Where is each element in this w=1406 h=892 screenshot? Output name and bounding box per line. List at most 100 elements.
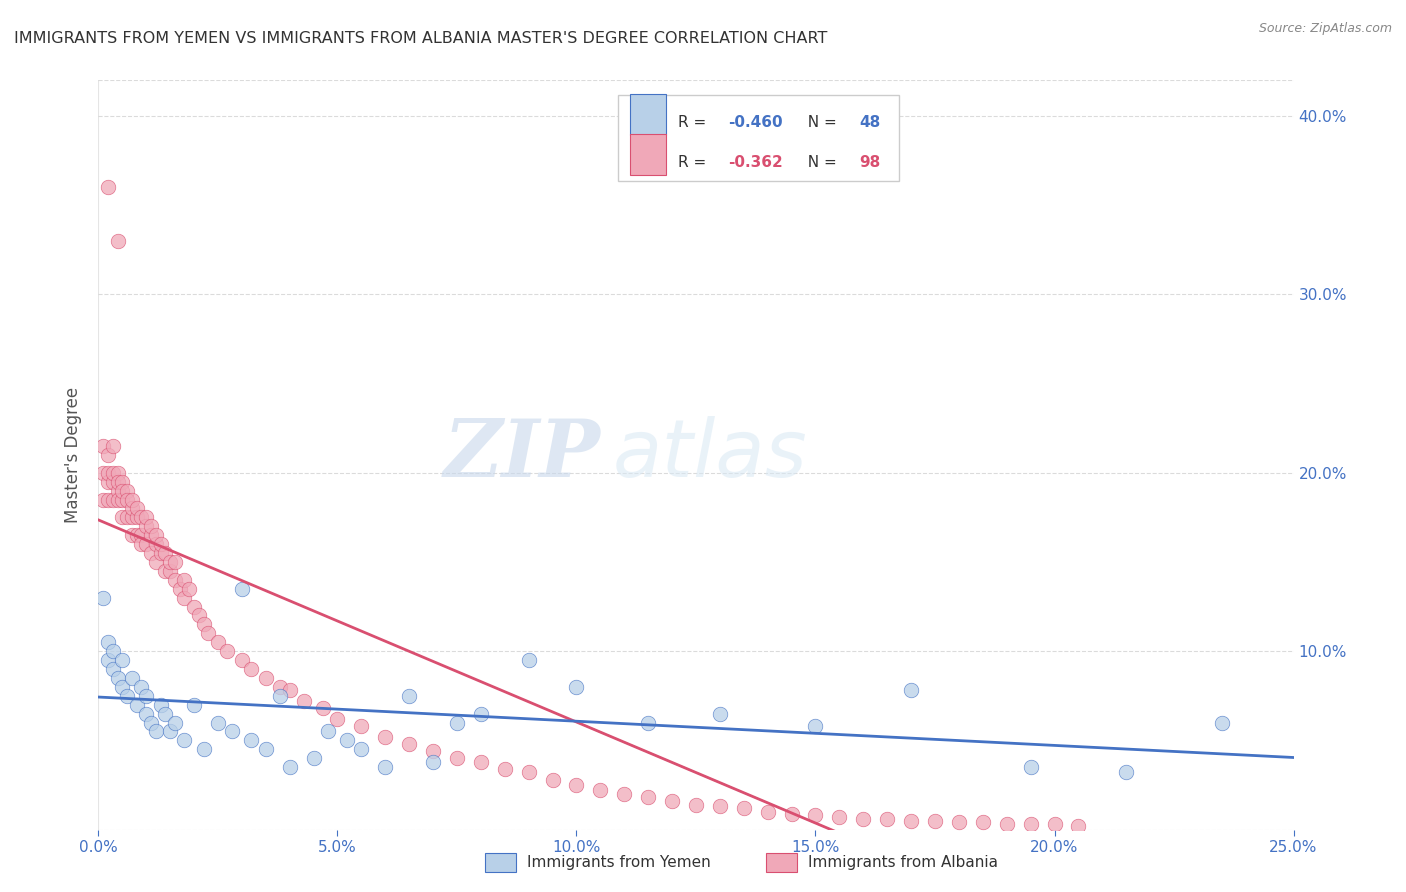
Point [135, 706, 157, 721]
Point [97, 475, 120, 489]
Point [159, 555, 181, 569]
Text: -0.362: -0.362 [728, 155, 783, 170]
Point [107, 492, 129, 507]
Point [155, 546, 177, 560]
Point [187, 608, 209, 623]
Point [1115, 765, 1137, 780]
Point [135, 689, 157, 703]
Point [91, 439, 114, 453]
Point [159, 564, 181, 578]
Point [163, 573, 186, 587]
Point [565, 680, 588, 694]
Point [145, 724, 167, 739]
Text: IMMIGRANTS FROM YEMEN VS IMMIGRANTS FROM ALBANIA MASTER'S DEGREE CORRELATION CHA: IMMIGRANTS FROM YEMEN VS IMMIGRANTS FROM… [14, 31, 828, 46]
Point [972, 815, 994, 830]
Point [254, 671, 277, 685]
Point [193, 742, 215, 756]
Y-axis label: Master's Degree: Master's Degree [65, 387, 83, 523]
Point [1043, 817, 1066, 831]
Point [876, 812, 898, 826]
Point [685, 797, 707, 812]
Point [197, 626, 219, 640]
Point [101, 492, 124, 507]
Point [97, 180, 120, 194]
Point [240, 733, 263, 747]
Point [661, 794, 683, 808]
Point [422, 744, 444, 758]
Point [101, 466, 124, 480]
Point [422, 755, 444, 769]
Point [589, 783, 612, 797]
Text: Immigrants from Albania: Immigrants from Albania [808, 855, 998, 870]
Text: 98: 98 [859, 155, 882, 170]
Text: R =: R = [678, 155, 711, 170]
Point [179, 582, 201, 596]
Point [336, 733, 359, 747]
Point [240, 662, 263, 676]
Point [101, 662, 124, 676]
Point [121, 492, 143, 507]
Point [101, 475, 124, 489]
Point [1211, 715, 1233, 730]
FancyBboxPatch shape [630, 134, 666, 175]
Point [145, 528, 167, 542]
Text: Source: ZipAtlas.com: Source: ZipAtlas.com [1258, 22, 1392, 36]
Point [135, 537, 157, 551]
Point [312, 701, 335, 715]
Text: ZIP: ZIP [443, 417, 600, 493]
Point [193, 617, 215, 632]
Point [541, 772, 564, 787]
Point [115, 483, 138, 498]
Point [121, 501, 143, 516]
Point [91, 466, 114, 480]
Point [145, 555, 167, 569]
Point [183, 599, 205, 614]
Point [269, 680, 291, 694]
Text: 48: 48 [859, 115, 882, 130]
Text: -0.460: -0.460 [728, 115, 783, 130]
Point [115, 492, 138, 507]
Point [131, 537, 153, 551]
Point [207, 635, 229, 649]
Point [1067, 819, 1090, 833]
Point [828, 810, 851, 824]
Point [374, 730, 396, 744]
Point [565, 778, 588, 792]
Point [115, 510, 138, 524]
Point [1019, 817, 1042, 831]
Point [995, 817, 1018, 831]
Point [131, 510, 153, 524]
Point [121, 510, 143, 524]
Point [135, 519, 157, 533]
Point [149, 537, 172, 551]
Point [517, 653, 540, 667]
Point [131, 528, 153, 542]
Point [517, 765, 540, 780]
Point [374, 760, 396, 774]
Point [97, 492, 120, 507]
Point [163, 555, 186, 569]
Point [107, 671, 129, 685]
Point [111, 510, 134, 524]
Point [470, 755, 492, 769]
Point [494, 762, 516, 776]
Point [139, 519, 162, 533]
Point [139, 546, 162, 560]
Point [709, 799, 731, 814]
Point [125, 510, 148, 524]
Point [804, 719, 827, 733]
Point [121, 528, 143, 542]
Point [149, 546, 172, 560]
Text: atlas: atlas [613, 416, 807, 494]
Point [733, 801, 755, 815]
Point [111, 653, 134, 667]
Point [111, 475, 134, 489]
Point [173, 573, 195, 587]
Text: Immigrants from Yemen: Immigrants from Yemen [527, 855, 711, 870]
Point [924, 814, 946, 828]
Point [254, 742, 277, 756]
Point [111, 492, 134, 507]
Point [316, 724, 339, 739]
Point [217, 644, 239, 658]
Point [780, 806, 803, 821]
